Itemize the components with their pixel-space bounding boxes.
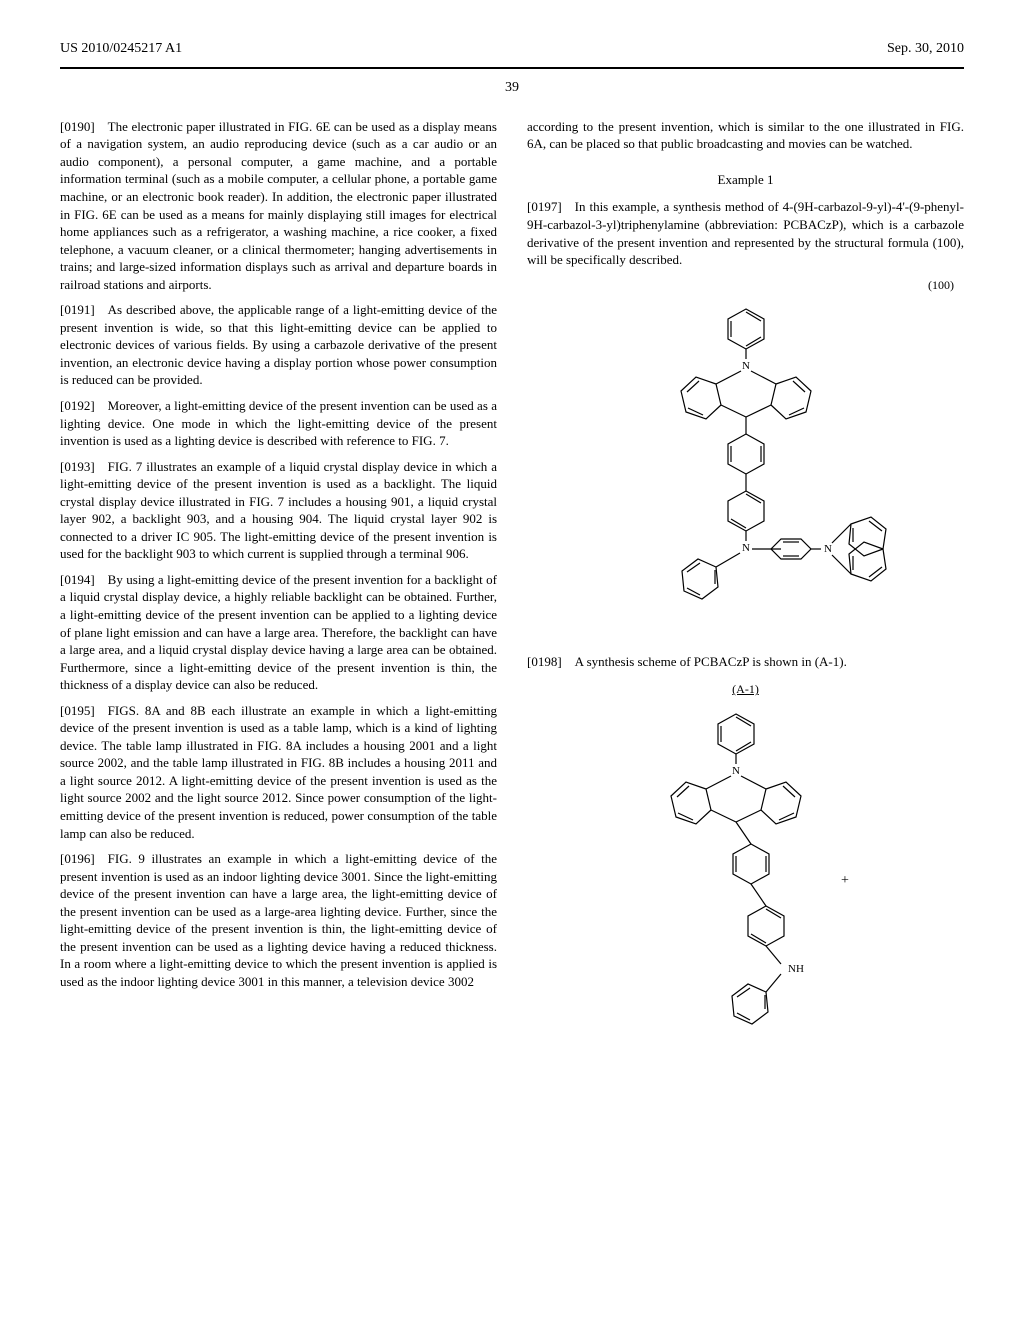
two-column-body: [0190] The electronic paper illustrated … — [60, 118, 964, 1048]
doc-number: US 2010/0245217 A1 — [60, 40, 182, 59]
paragraph-continuation: according to the present invention, whic… — [527, 118, 964, 153]
svg-text:N: N — [732, 765, 740, 777]
paragraph-0195: [0195] FIGS. 8A and 8B each illustrate a… — [60, 702, 497, 842]
right-column: according to the present invention, whic… — [527, 118, 964, 1048]
scheme-a1-label-text: (A-1) — [732, 682, 759, 696]
svg-text:N: N — [824, 543, 832, 555]
paragraph-0193: [0193] FIG. 7 illustrates an example of … — [60, 458, 497, 563]
paragraph-0197: [0197] In this example, a synthesis meth… — [527, 198, 964, 268]
scheme-a1-figure: N — [527, 704, 964, 1034]
structure-100-svg: N — [596, 299, 896, 639]
paragraph-0192: [0192] Moreover, a light-emitting device… — [60, 397, 497, 450]
left-column: [0190] The electronic paper illustrated … — [60, 118, 497, 1048]
example-1-heading: Example 1 — [527, 171, 964, 189]
plus-sign: + — [841, 873, 849, 888]
structure-100-label: (100) — [527, 277, 954, 293]
page-number: 39 — [60, 79, 964, 98]
header-rule — [60, 67, 964, 69]
doc-date: Sep. 30, 2010 — [887, 40, 964, 59]
header-row: US 2010/0245217 A1 Sep. 30, 2010 — [60, 40, 964, 59]
paragraph-0194: [0194] By using a light-emitting device … — [60, 571, 497, 694]
nh-label: NH — [788, 963, 804, 975]
svg-text:N: N — [742, 542, 750, 554]
paragraph-0190: [0190] The electronic paper illustrated … — [60, 118, 497, 293]
paragraph-0198: [0198] A synthesis scheme of PCBACzP is … — [527, 653, 964, 671]
structure-100-figure: N — [527, 299, 964, 639]
scheme-a1-label: (A-1) — [527, 680, 964, 698]
paragraph-0191: [0191] As described above, the applicabl… — [60, 301, 497, 389]
scheme-a1-svg: N — [606, 704, 886, 1034]
svg-text:N: N — [742, 360, 750, 372]
paragraph-0196: [0196] FIG. 9 illustrates an example in … — [60, 850, 497, 990]
